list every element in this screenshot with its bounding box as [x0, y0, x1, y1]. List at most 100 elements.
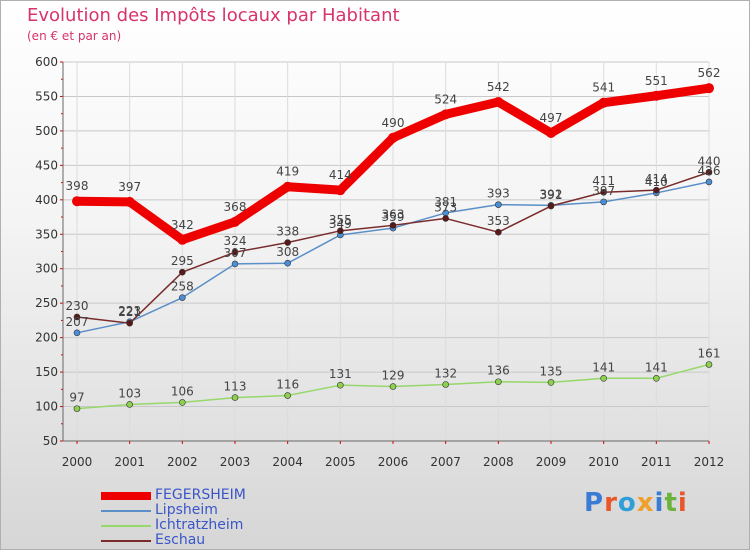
data-point-eschau: [231, 248, 239, 256]
data-label-lipsheim: 258: [171, 280, 194, 294]
x-tick-label: 2002: [167, 455, 198, 469]
data-point-lipsheim: [284, 259, 291, 267]
data-label-eschau: 221: [118, 305, 141, 319]
data-point-ichtratzheim: [547, 379, 555, 386]
x-tick-label: 2001: [114, 455, 145, 469]
data-labels: 207 223 258 307 308 349 359 381 393 392 397 410 426 9…: [66, 66, 721, 404]
data-label-ichtratzheim: 141: [592, 360, 615, 374]
data-label-lipsheim: 307: [224, 246, 247, 260]
x-tick-label: 2000: [62, 455, 93, 469]
data-label-lipsheim: 397: [592, 184, 615, 198]
data-point-lipsheim: [600, 198, 607, 206]
data-point-ichtratzheim: [442, 381, 449, 388]
data-label-fegersheim: 398: [66, 179, 89, 193]
y-tick-label: 50: [43, 434, 58, 448]
logo-letter: x: [636, 488, 655, 518]
data-label-fegersheim: 490: [382, 116, 405, 130]
data-label-lipsheim: 392: [540, 187, 563, 201]
data-label-eschau: 440: [698, 154, 721, 168]
data-label-fegersheim: 368: [224, 200, 247, 214]
y-tick-label: 400: [35, 193, 58, 207]
data-point-eschau: [705, 168, 713, 176]
data-point-ichtratzheim: [284, 392, 291, 399]
legend-item-eschau: Eschau: [101, 532, 361, 548]
logo-letter: t: [664, 488, 678, 518]
data-label-eschau: 373: [434, 200, 457, 214]
legend-label: Eschau: [155, 532, 206, 548]
logo-letter: i: [654, 488, 665, 518]
data-point-ichtratzheim: [389, 383, 397, 390]
data-point-fegersheim: [72, 196, 82, 207]
data-point-fegersheim: [124, 196, 135, 207]
x-tick-label: 2003: [220, 455, 251, 469]
x-tick-label: 2009: [536, 455, 567, 469]
data-label-lipsheim: 381: [434, 195, 457, 209]
data-point-lipsheim: [495, 201, 502, 208]
data-label-fegersheim: 551: [645, 74, 668, 88]
data-label-fegersheim: 342: [171, 218, 194, 232]
y-tick-label: 300: [35, 262, 58, 276]
data-point-lipsheim: [73, 329, 81, 337]
data-label-lipsheim: 349: [329, 217, 352, 231]
data-label-fegersheim: 541: [592, 81, 615, 95]
data-point-eschau: [126, 319, 133, 327]
data-point-ichtratzheim: [179, 399, 186, 406]
data-point-ichtratzheim: [126, 401, 133, 408]
proxiti-logo: Proxiti: [584, 488, 688, 518]
logo-letter: i: [677, 488, 688, 518]
x-tick-label: 2008: [483, 455, 514, 469]
data-point-eschau: [389, 222, 397, 229]
data-point-fegersheim: [493, 96, 504, 107]
data-label-ichtratzheim: 103: [118, 386, 141, 400]
data-point-eschau: [547, 202, 555, 210]
data-point-eschau: [653, 186, 660, 194]
data-label-lipsheim: 393: [487, 187, 510, 201]
y-tick-label: 100: [35, 400, 58, 414]
data-label-fegersheim: 562: [698, 66, 721, 80]
data-label-ichtratzheim: 129: [382, 369, 405, 383]
data-label-fegersheim: 414: [329, 168, 352, 182]
y-tick-label: 500: [35, 124, 58, 138]
x-tick-label: 2011: [641, 455, 672, 469]
data-point-ichtratzheim: [73, 405, 81, 412]
x-tick-label: 2004: [272, 455, 303, 469]
data-label-eschau: 338: [276, 225, 299, 239]
data-label-lipsheim: 359: [382, 210, 405, 224]
data-label-eschau: 391: [540, 188, 563, 202]
legend-swatch: [101, 525, 151, 527]
data-point-lipsheim: [231, 260, 239, 268]
data-label-eschau: 324: [224, 234, 247, 248]
y-tick-label: 450: [35, 158, 58, 172]
legend-item-fegersheim: FEGERSHEIM: [101, 487, 361, 503]
logo-letter: P: [584, 488, 605, 518]
data-label-lipsheim: 308: [276, 245, 299, 259]
legend-label: FEGERSHEIM: [155, 487, 246, 503]
data-label-eschau: 363: [382, 207, 405, 221]
y-tick-label: 600: [35, 55, 58, 69]
y-tick-label: 200: [35, 331, 58, 345]
data-label-eschau: 230: [66, 299, 89, 313]
data-label-lipsheim: 207: [66, 315, 89, 329]
legend: FEGERSHEIM Lipsheim Ichtratzheim Eschau: [101, 487, 361, 548]
data-point-ichtratzheim: [653, 374, 660, 382]
data-label-eschau: 355: [329, 213, 352, 227]
data-point-eschau: [337, 227, 344, 235]
data-point-fegersheim: [388, 132, 398, 143]
data-label-ichtratzheim: 132: [434, 366, 457, 380]
y-tick-label: 550: [35, 89, 58, 103]
logo-letter: r: [604, 488, 618, 518]
data-label-fegersheim: 524: [434, 92, 457, 106]
data-point-fegersheim: [651, 90, 662, 101]
x-tick-label: 2012: [694, 455, 725, 469]
data-label-fegersheim: 497: [540, 111, 563, 125]
data-point-eschau: [284, 239, 291, 246]
legend-item-lipsheim: Lipsheim: [101, 502, 361, 518]
data-label-ichtratzheim: 113: [224, 380, 247, 394]
legend-swatch: [101, 510, 151, 512]
data-point-lipsheim: [179, 294, 186, 301]
legend-swatch: [101, 492, 151, 500]
data-point-fegersheim: [282, 181, 293, 192]
data-point-eschau: [495, 228, 502, 236]
data-label-ichtratzheim: 136: [487, 364, 510, 378]
